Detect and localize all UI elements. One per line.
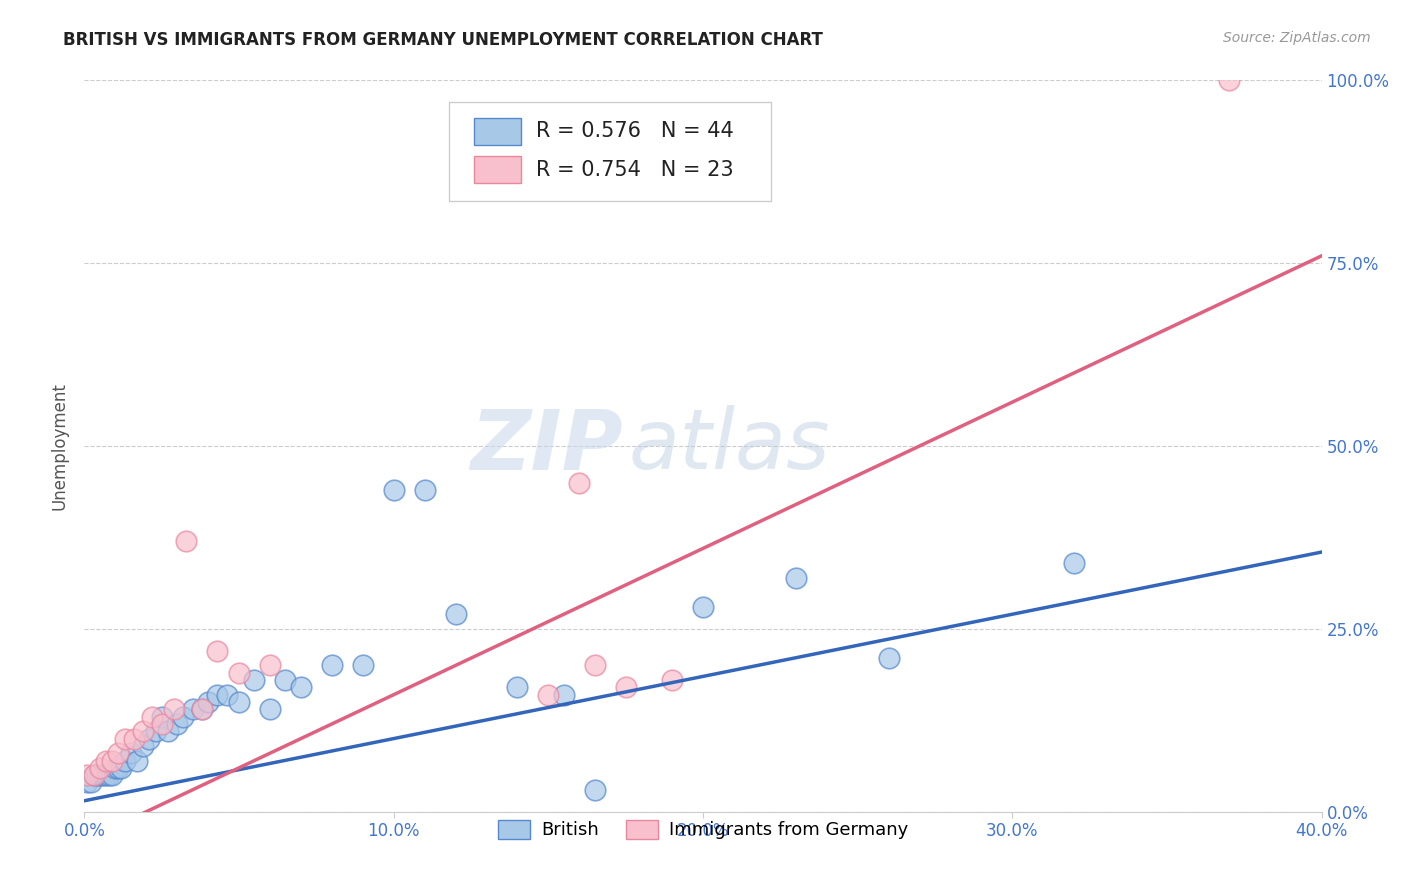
Point <box>76 775 98 789</box>
Point <box>132 724 155 739</box>
Point <box>321 658 343 673</box>
Text: BRITISH VS IMMIGRANTS FROM GERMANY UNEMPLOYMENT CORRELATION CHART: BRITISH VS IMMIGRANTS FROM GERMANY UNEMP… <box>63 31 823 49</box>
Point <box>83 768 105 782</box>
Point <box>382 483 405 497</box>
Point <box>176 534 198 549</box>
Point <box>145 724 167 739</box>
Point <box>228 695 250 709</box>
Point <box>107 761 129 775</box>
Point <box>259 658 281 673</box>
Point <box>163 702 186 716</box>
Point <box>506 681 529 695</box>
Text: R = 0.754   N = 23: R = 0.754 N = 23 <box>536 160 734 179</box>
Point <box>138 731 160 746</box>
Point <box>661 673 683 687</box>
Point <box>191 702 214 716</box>
Point <box>583 782 606 797</box>
Point <box>215 688 238 702</box>
Point <box>444 607 467 622</box>
Point <box>141 709 163 723</box>
Text: ZIP: ZIP <box>470 406 623 486</box>
Point <box>110 761 132 775</box>
Point <box>114 731 136 746</box>
Point <box>259 702 281 716</box>
Point <box>785 571 807 585</box>
FancyBboxPatch shape <box>474 118 522 145</box>
Point <box>91 768 114 782</box>
FancyBboxPatch shape <box>450 103 770 201</box>
Point <box>166 717 188 731</box>
Point <box>243 673 266 687</box>
Point <box>114 754 136 768</box>
Point <box>1063 556 1085 570</box>
FancyBboxPatch shape <box>474 155 522 184</box>
Point <box>101 754 124 768</box>
Point <box>94 754 117 768</box>
Point <box>181 702 204 716</box>
Point <box>98 768 121 782</box>
Point <box>413 483 436 497</box>
Point <box>107 746 129 760</box>
Point <box>352 658 374 673</box>
Text: atlas: atlas <box>628 406 831 486</box>
Text: Source: ZipAtlas.com: Source: ZipAtlas.com <box>1223 31 1371 45</box>
Point <box>197 695 219 709</box>
Point <box>86 768 108 782</box>
Point <box>120 746 142 760</box>
Point <box>207 688 229 702</box>
Point <box>89 768 111 782</box>
Point <box>89 761 111 775</box>
Point <box>156 724 179 739</box>
Point <box>228 665 250 680</box>
Point <box>207 644 229 658</box>
Point <box>132 739 155 753</box>
Point <box>568 475 591 490</box>
Point <box>150 709 173 723</box>
Point <box>1218 73 1240 87</box>
Point <box>172 709 194 723</box>
Point <box>274 673 297 687</box>
Point <box>83 768 105 782</box>
Point <box>104 761 127 775</box>
Point <box>877 651 900 665</box>
Point <box>122 731 145 746</box>
Text: R = 0.576   N = 44: R = 0.576 N = 44 <box>536 121 734 142</box>
Legend: British, Immigrants from Germany: British, Immigrants from Germany <box>491 813 915 847</box>
Point <box>692 599 714 614</box>
Point <box>150 717 173 731</box>
Point <box>553 688 575 702</box>
Y-axis label: Unemployment: Unemployment <box>51 382 69 510</box>
Point <box>101 768 124 782</box>
Point <box>94 768 117 782</box>
Point <box>290 681 312 695</box>
Point <box>79 775 101 789</box>
Point <box>125 754 148 768</box>
Point <box>191 702 214 716</box>
Point <box>583 658 606 673</box>
Point <box>76 768 98 782</box>
Point <box>537 688 560 702</box>
Point <box>614 681 637 695</box>
